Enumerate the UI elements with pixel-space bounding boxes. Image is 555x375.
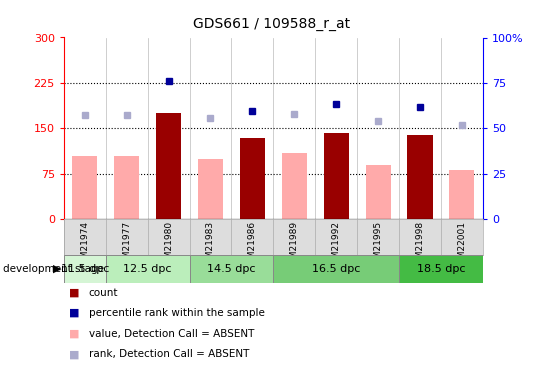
Text: GSM21995: GSM21995	[374, 221, 382, 270]
Text: ■: ■	[69, 350, 80, 359]
Bar	[324, 133, 349, 219]
Text: 14.5 dpc: 14.5 dpc	[207, 264, 256, 274]
Bar	[450, 170, 475, 219]
Bar	[198, 159, 223, 219]
Text: 12.5 dpc: 12.5 dpc	[123, 264, 172, 274]
Text: GSM21992: GSM21992	[332, 221, 341, 270]
Text: ■: ■	[69, 329, 80, 339]
Bar	[190, 255, 274, 283]
Bar	[240, 138, 265, 219]
Bar	[407, 135, 432, 219]
Text: GSM21980: GSM21980	[164, 221, 173, 270]
Text: GSM21998: GSM21998	[416, 221, 425, 270]
Text: ■: ■	[69, 288, 80, 297]
Bar	[282, 153, 307, 219]
Text: 16.5 dpc: 16.5 dpc	[312, 264, 360, 274]
Bar	[114, 156, 139, 219]
Bar	[105, 255, 190, 283]
Bar	[64, 255, 105, 283]
Bar	[156, 113, 181, 219]
Text: GDS661 / 109588_r_at: GDS661 / 109588_r_at	[193, 17, 351, 31]
Text: percentile rank within the sample: percentile rank within the sample	[89, 308, 265, 318]
Text: ▶: ▶	[53, 264, 61, 274]
Text: value, Detection Call = ABSENT: value, Detection Call = ABSENT	[89, 329, 254, 339]
Text: GSM21989: GSM21989	[290, 221, 299, 270]
Bar	[72, 156, 97, 219]
Text: GSM21974: GSM21974	[80, 221, 89, 270]
Text: development stage: development stage	[3, 264, 104, 274]
Text: ■: ■	[69, 308, 80, 318]
Text: GSM21983: GSM21983	[206, 221, 215, 270]
Text: rank, Detection Call = ABSENT: rank, Detection Call = ABSENT	[89, 350, 249, 359]
Text: GSM22001: GSM22001	[457, 221, 466, 270]
Text: GSM21986: GSM21986	[248, 221, 257, 270]
Text: GSM21977: GSM21977	[122, 221, 131, 270]
Text: 11.5 dpc: 11.5 dpc	[60, 264, 109, 274]
Text: 18.5 dpc: 18.5 dpc	[417, 264, 465, 274]
Bar	[399, 255, 483, 283]
Bar	[366, 165, 391, 219]
Text: count: count	[89, 288, 118, 297]
Bar	[274, 255, 399, 283]
